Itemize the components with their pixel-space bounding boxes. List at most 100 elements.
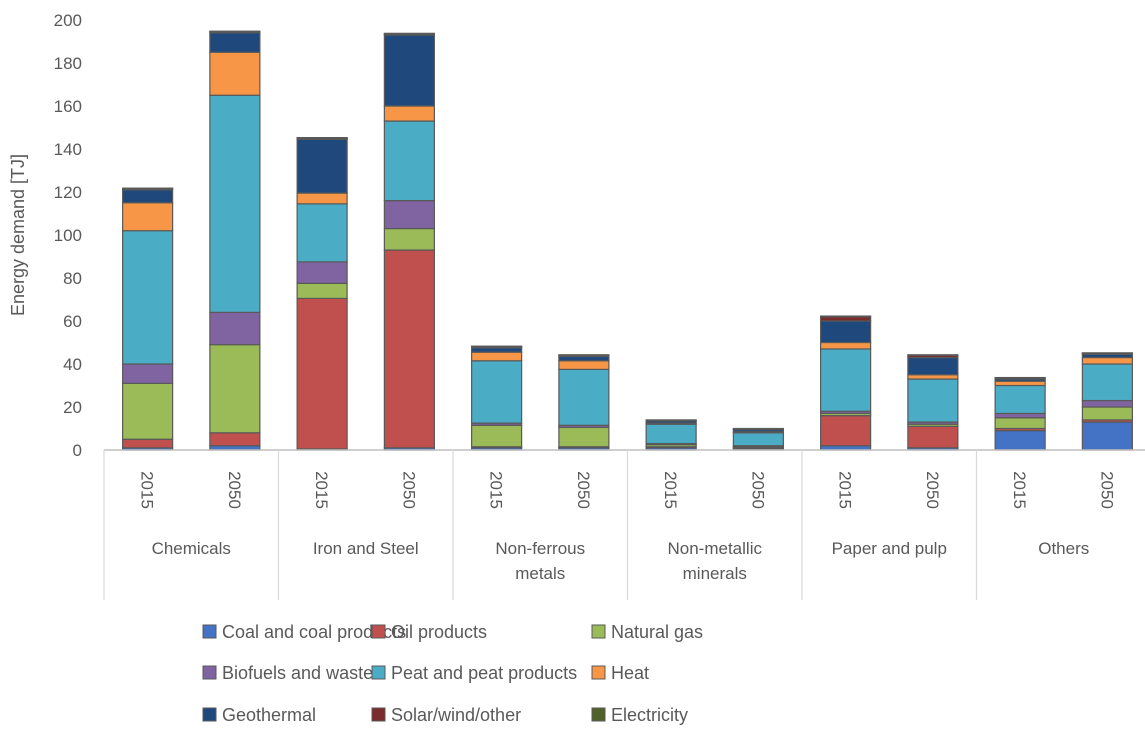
y-tick-label: 100 [54, 226, 82, 245]
y-tick-label: 200 [54, 11, 82, 30]
bar-segment [471, 347, 523, 353]
bar-segment [383, 249, 435, 449]
bar-segment [209, 432, 261, 447]
x-group-label: Others [1038, 539, 1089, 558]
bar-segment [471, 351, 523, 362]
x-year-label: 2015 [138, 471, 157, 509]
legend-swatch [371, 624, 386, 639]
bar-segment [471, 360, 523, 424]
bar-segment [820, 341, 872, 350]
legend-entry-label: Oil products [391, 622, 487, 642]
x-group-label: Non-ferrous [495, 539, 585, 558]
bar-segment [994, 384, 1046, 415]
bar-segment [558, 354, 610, 357]
bar-segment [732, 432, 784, 447]
y-tick-label: 20 [63, 398, 82, 417]
bar-segment [383, 32, 435, 35]
legend-entry-label: Peat and peat products [391, 663, 577, 683]
x-year-label: 2050 [923, 471, 942, 509]
bar-segment [209, 344, 261, 434]
legend-swatch [202, 665, 217, 680]
bar-segment [383, 34, 435, 107]
x-year-label: 2050 [1097, 471, 1116, 509]
x-group-label: Paper and pulp [832, 539, 947, 558]
x-group-label: Non-metallic [668, 539, 763, 558]
bar-segment [820, 348, 872, 412]
bar-segment [296, 203, 348, 263]
bar-segment [994, 412, 1046, 419]
x-year-label: 2050 [225, 471, 244, 509]
legend-entry-label: Natural gas [611, 622, 703, 642]
y-tick-label: 160 [54, 97, 82, 116]
bar-segment [296, 192, 348, 205]
bar-segment [383, 105, 435, 122]
bar-segment [471, 424, 523, 448]
legend-swatch [202, 624, 217, 639]
bar-segment [907, 378, 959, 423]
legend-swatch [591, 707, 606, 722]
x-year-label: 2015 [487, 471, 506, 509]
x-year-label: 2015 [661, 471, 680, 509]
legend-entry-label: Solar/wind/other [391, 705, 521, 725]
bar-segment [907, 356, 959, 376]
bar-segment [383, 227, 435, 251]
y-axis-title: Energy demand [TJ] [8, 154, 28, 316]
bar-segment [209, 51, 261, 96]
bar-segment [1081, 399, 1133, 408]
bar-segment [122, 363, 174, 384]
legend-entry-label: Biofuels and waste [222, 663, 373, 683]
bar-segment [820, 320, 872, 344]
bar-segment [296, 137, 348, 139]
bar-segment [209, 32, 261, 53]
bar-segment [122, 382, 174, 440]
legend-swatch [591, 665, 606, 680]
bar-segment [122, 438, 174, 449]
bar-segment [296, 138, 348, 194]
bar-segment [1081, 363, 1133, 402]
bar-segment [558, 368, 610, 426]
legend-swatch [371, 665, 386, 680]
x-group-label: minerals [683, 564, 747, 583]
bar-segment [383, 120, 435, 202]
legend-swatch [202, 707, 217, 722]
y-tick-label: 0 [73, 441, 82, 460]
x-group-label: metals [515, 564, 565, 583]
bar-segment [296, 297, 348, 450]
bar-segment [820, 415, 872, 447]
bar-segment [471, 345, 523, 348]
bar-segment [296, 261, 348, 284]
bar-segment [994, 430, 1046, 451]
x-year-label: 2050 [399, 471, 418, 509]
x-year-label: 2050 [748, 471, 767, 509]
y-tick-label: 180 [54, 54, 82, 73]
bar-segment [907, 374, 959, 380]
bar-segment [209, 94, 261, 313]
bar-segment [907, 354, 959, 357]
y-tick-label: 120 [54, 183, 82, 202]
bar-segment [994, 417, 1046, 430]
legend-entry-label: Geothermal [222, 705, 316, 725]
legend-swatch [371, 707, 386, 722]
bar-segment [122, 187, 174, 190]
y-tick-label: 40 [63, 355, 82, 374]
x-year-label: 2050 [574, 471, 593, 509]
bar-segment [122, 202, 174, 232]
bar-segment [558, 355, 610, 362]
legend-entry-label: Electricity [611, 705, 688, 725]
x-year-label: 2015 [836, 471, 855, 509]
x-year-label: 2015 [312, 471, 331, 509]
legend-entry-label: Heat [611, 663, 649, 683]
bar-segment [907, 425, 959, 449]
bar-segment [1081, 406, 1133, 421]
y-tick-label: 140 [54, 140, 82, 159]
bar-segment [820, 315, 872, 318]
bar-segment [209, 30, 261, 33]
bar-segment [122, 230, 174, 365]
legend-swatch [591, 624, 606, 639]
x-year-label: 2015 [1010, 471, 1029, 509]
bar-segment [645, 423, 697, 445]
y-tick-label: 60 [63, 312, 82, 331]
bar-segment [994, 380, 1046, 387]
